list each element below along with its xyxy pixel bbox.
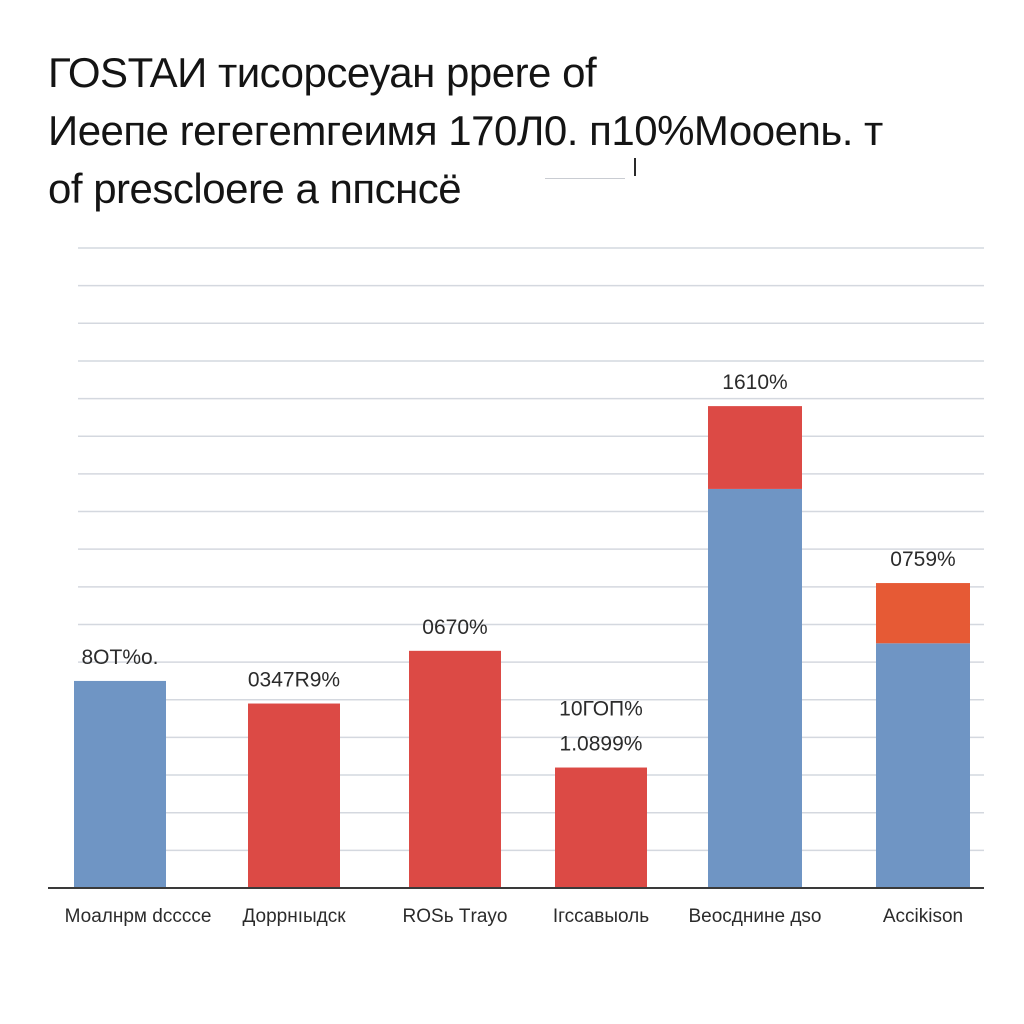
category-label: Моалнрм dcccce xyxy=(65,906,212,927)
data-label: 10ГОП% xyxy=(559,698,643,721)
title-tick-mark xyxy=(634,158,636,176)
chart-title-line-2: Иеепе reгeгemгeимя 170Л0. п10%Мооеnь. т xyxy=(48,107,883,154)
category-label: Ӏгссавыоль xyxy=(553,906,649,927)
title-underline xyxy=(545,178,625,179)
value-labels: 8ОТ%о. 0347R9% 0670% 10ГОП% 1.0899% 1610% 0759… xyxy=(81,371,955,755)
bar-segment xyxy=(248,703,340,888)
category-label: Acсikison xyxy=(883,906,963,927)
data-label: 0347R9% xyxy=(248,669,340,692)
category-label: RОЅь Тrаyо xyxy=(403,906,508,927)
category-label: Вeocднинe дsо xyxy=(689,906,822,927)
bar-segment xyxy=(409,650,501,888)
bar-segment xyxy=(555,767,647,888)
bars xyxy=(74,406,970,888)
data-label: 0759% xyxy=(890,548,955,571)
data-label: 1610% xyxy=(722,371,787,394)
bar-segment xyxy=(708,488,802,888)
category-labels: Моалнрм dcccce Дорpнıыдск RОЅь Тrаyо Ӏгссав… xyxy=(65,906,964,927)
chart-title-line-1: ГОSTAИ тисорсеуан ppere of xyxy=(48,49,597,96)
bar-segment xyxy=(876,643,970,888)
bar-segment xyxy=(876,583,970,644)
category-label: Дорpнıыдск xyxy=(242,906,346,927)
data-label: 1.0899% xyxy=(560,733,643,756)
bar-segment xyxy=(74,680,166,888)
gridlines xyxy=(78,247,984,852)
chart-title-line-3: of presclоere а nпcнcё xyxy=(48,165,462,212)
chart-title: ГОSTAИ тисорсеуан ppere of Иеепе reгeгem… xyxy=(48,44,988,218)
data-label: 8ОТ%о. xyxy=(81,646,158,669)
bar-segment xyxy=(708,406,802,489)
data-label: 0670% xyxy=(422,616,487,639)
